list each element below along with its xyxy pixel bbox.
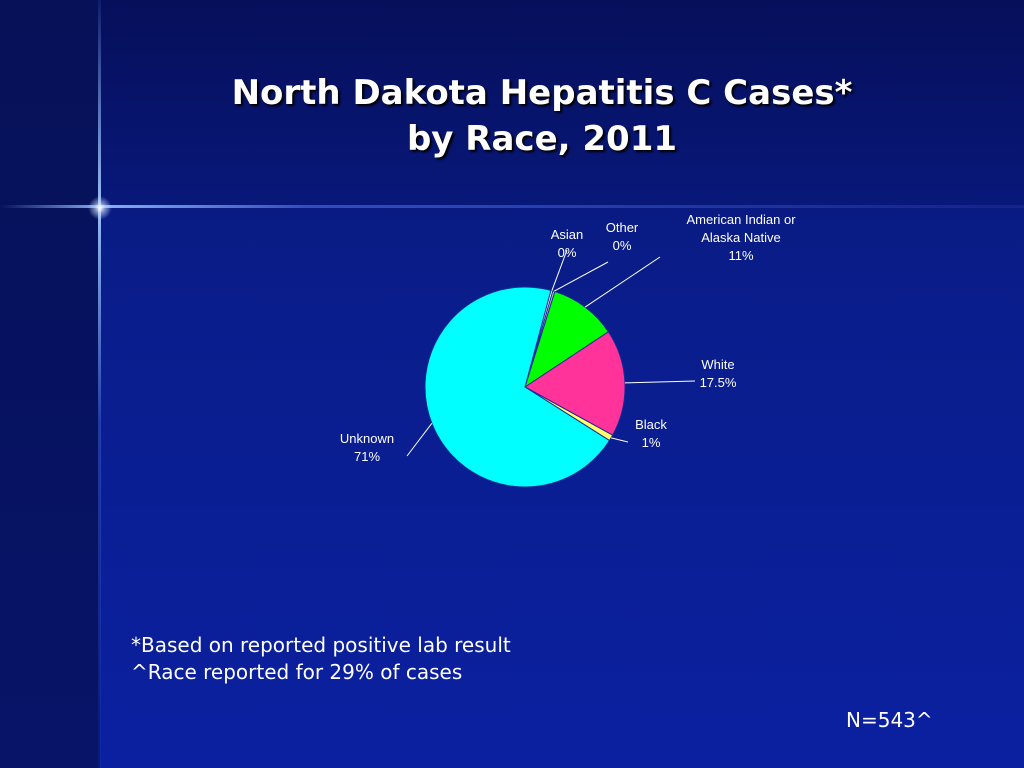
- slice-name: Asian: [551, 227, 584, 242]
- leader-line-white: [624, 380, 696, 384]
- footnote-2: ^Race reported for 29% of cases: [131, 660, 463, 684]
- footnotes: *Based on reported positive lab result ^…: [131, 632, 511, 686]
- title-line-1: North Dakota Hepatitis C Cases*: [231, 73, 853, 113]
- leader-line-black: [610, 437, 629, 443]
- leader-line-unknown: [406, 423, 433, 457]
- slice-percent: 11%: [728, 248, 753, 263]
- footnote-1: *Based on reported positive lab result: [131, 633, 511, 657]
- sample-size: N=543^: [846, 708, 933, 732]
- slice-percent: 0%: [613, 238, 632, 253]
- slice-label-other: Other 0%: [606, 220, 639, 253]
- slice-label-white: White 17.5%: [700, 357, 737, 390]
- slice-name: Alaska Native: [701, 230, 780, 245]
- title-line-2: by Race, 2011: [406, 119, 678, 159]
- title-band: [0, 0, 1024, 207]
- slice-label-asian: Asian 0%: [551, 227, 584, 260]
- slice-name: Other: [606, 220, 639, 235]
- slice-label-american-indian-or-alaska-native: American Indian or Alaska Native 11%: [686, 212, 796, 263]
- pie-slice-unknown: [424, 286, 611, 488]
- slice-label-black: Black 1%: [635, 417, 667, 450]
- leader-line-other: [553, 261, 609, 292]
- slice-name: Unknown: [340, 431, 394, 446]
- sparkle-icon: [88, 196, 112, 220]
- slice-percent: 17.5%: [700, 375, 737, 390]
- horizontal-accent-line: [0, 205, 1024, 208]
- slice-name: White: [701, 357, 734, 372]
- slice-name: Black: [635, 417, 667, 432]
- slide-title: North Dakota Hepatitis C Cases* by Race,…: [100, 70, 984, 162]
- leader-line-asian: [551, 249, 568, 291]
- leader-line-american-indian-or-alaska-native: [584, 256, 661, 308]
- pie-slice-american-indian-or-alaska-native: [524, 290, 610, 389]
- slice-label-unknown: Unknown 71%: [340, 431, 394, 464]
- slice-name: American Indian or: [686, 212, 796, 227]
- slice-percent: 1%: [642, 435, 661, 450]
- slice-percent: 0%: [558, 245, 577, 260]
- slice-percent: 71%: [354, 449, 380, 464]
- left-band: [0, 0, 100, 768]
- vertical-accent-line: [98, 0, 101, 768]
